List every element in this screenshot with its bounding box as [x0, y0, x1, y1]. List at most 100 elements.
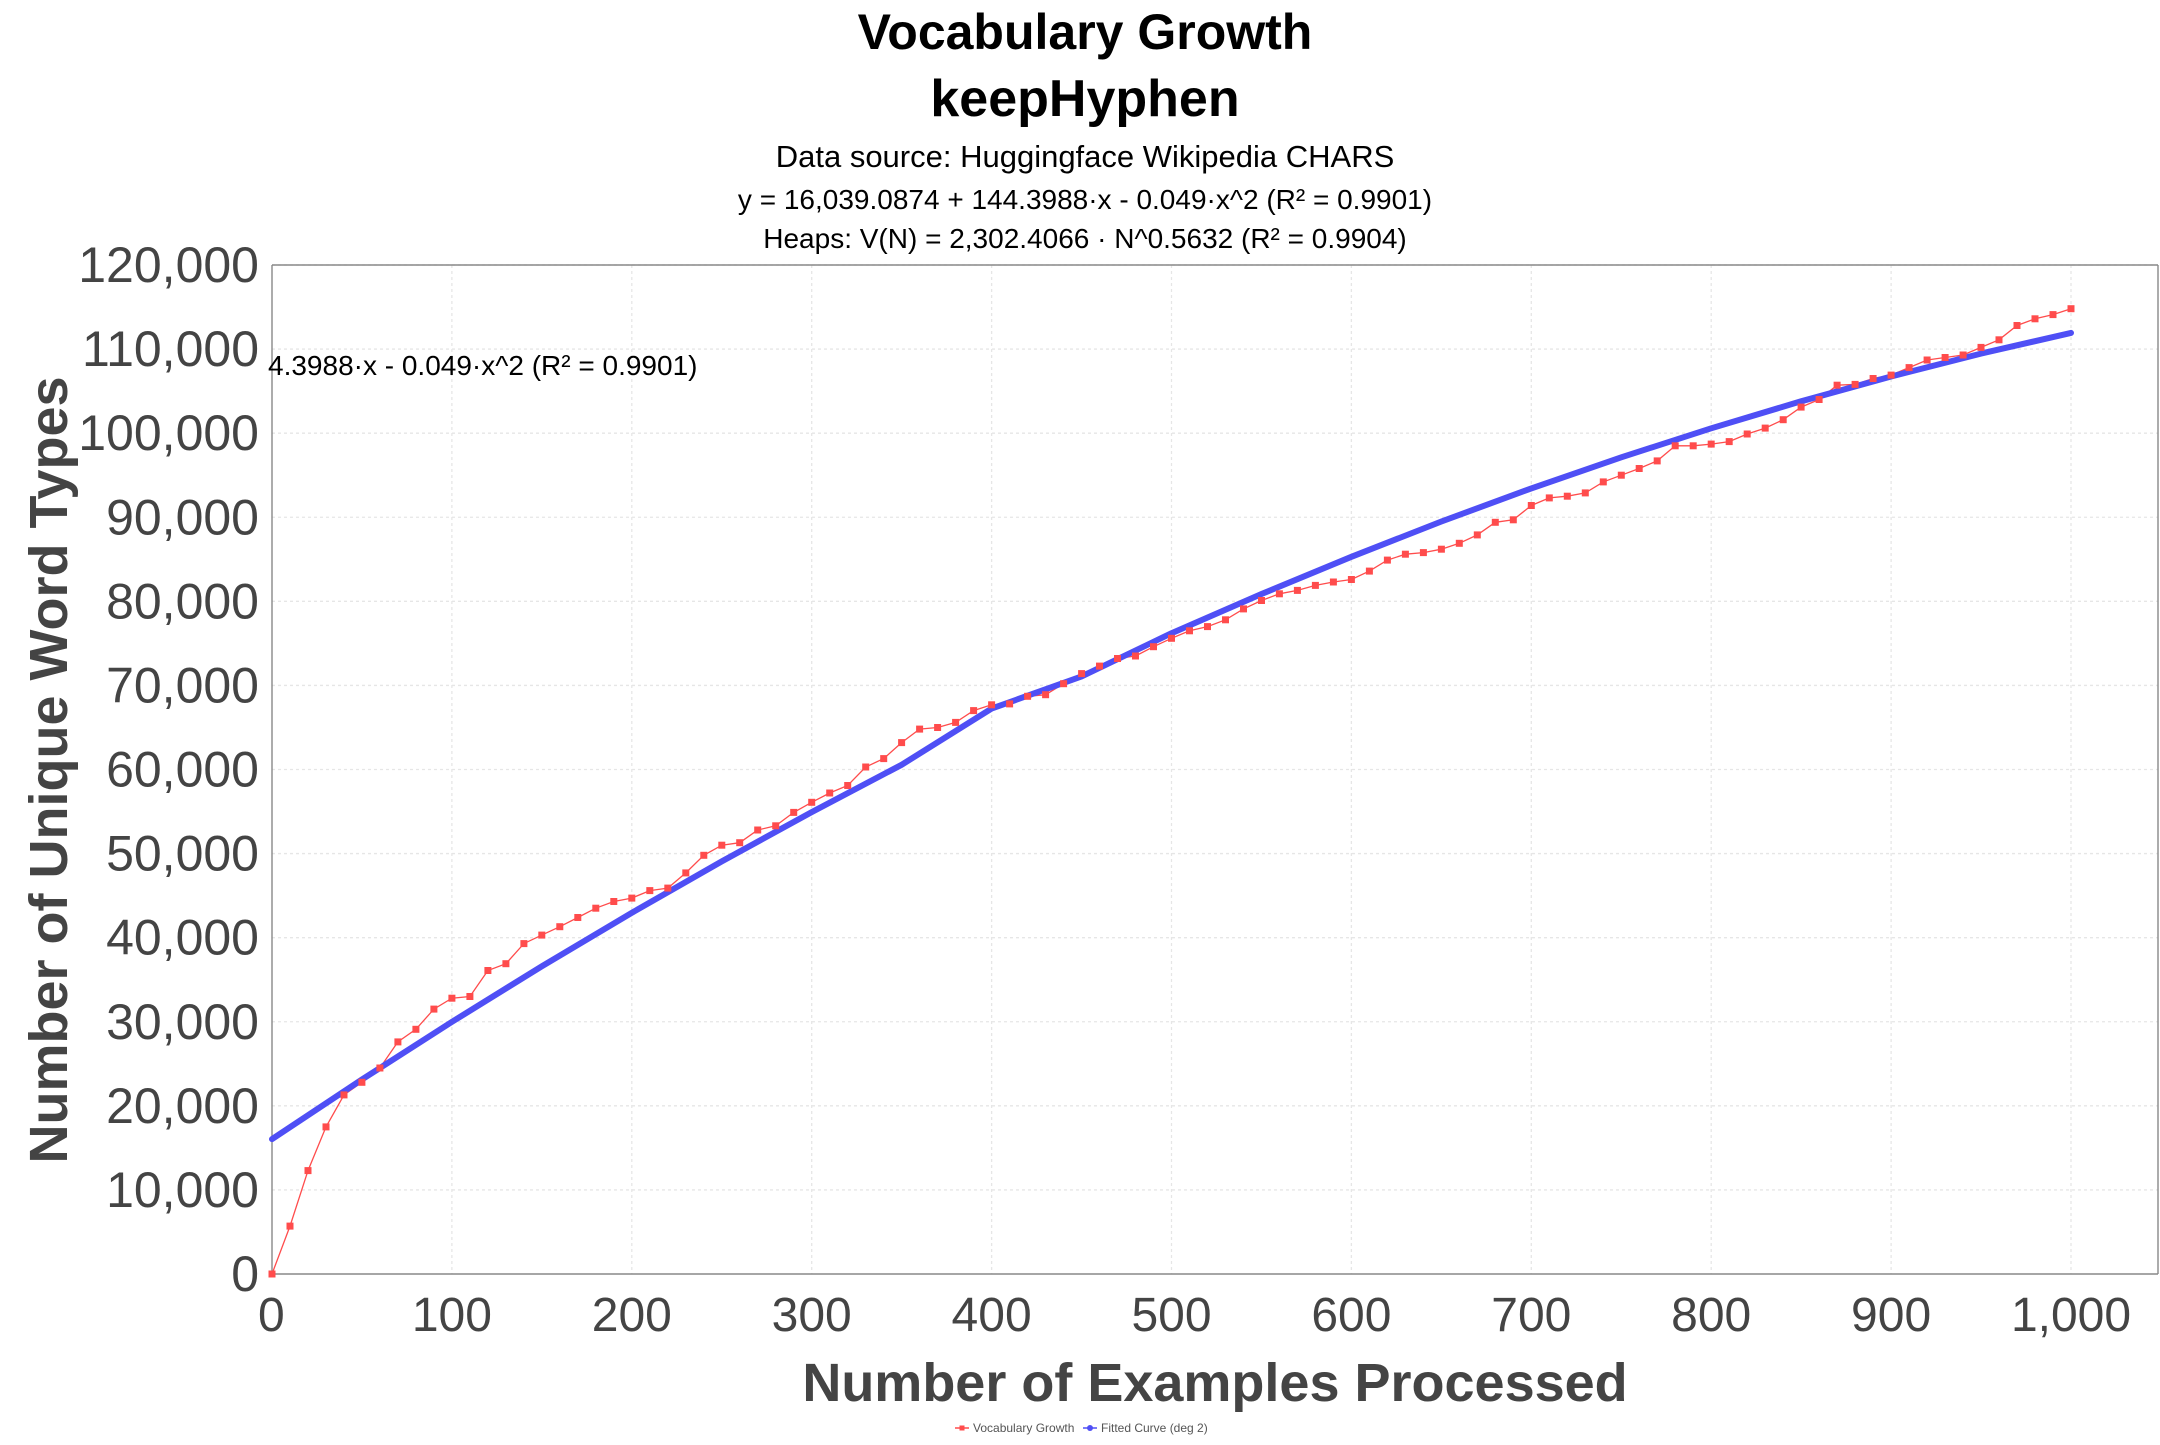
data-point-vocabulary-growth: [1599, 478, 1607, 486]
data-point-vocabulary-growth: [1563, 492, 1571, 500]
data-point-vocabulary-growth: [1707, 440, 1715, 448]
data-point-vocabulary-growth: [556, 923, 564, 931]
data-point-vocabulary-growth: [574, 914, 582, 921]
data-point-vocabulary-growth: [628, 894, 636, 902]
data-point-vocabulary-growth: [772, 822, 780, 830]
y-axis-label: Number of Unique Word Types: [19, 376, 79, 1163]
data-point-vocabulary-growth: [1653, 457, 1661, 465]
legend: Vocabulary Growth Fitted Curve (deg 2): [955, 1421, 1208, 1435]
data-point-vocabulary-growth: [1869, 375, 1877, 382]
x-tick-label: 1,000: [2011, 1289, 2131, 1342]
data-point-vocabulary-growth: [934, 724, 942, 731]
data-point-vocabulary-growth: [1437, 545, 1445, 553]
data-point-vocabulary-growth: [736, 839, 744, 847]
data-point-vocabulary-growth: [1275, 590, 1283, 598]
data-point-vocabulary-growth: [682, 869, 690, 877]
data-point-vocabulary-growth: [1024, 692, 1032, 700]
x-tick-label: 800: [1671, 1289, 1751, 1342]
data-point-vocabulary-growth: [484, 967, 492, 974]
y-tick-label: 50,000: [106, 826, 259, 882]
data-point-vocabulary-growth: [1329, 578, 1337, 586]
data-point-vocabulary-growth: [466, 993, 474, 1000]
data-point-vocabulary-growth: [1347, 576, 1355, 583]
data-point-vocabulary-growth: [1473, 531, 1481, 539]
data-point-vocabulary-growth: [1186, 627, 1193, 635]
data-point-vocabulary-growth: [286, 1222, 294, 1230]
data-point-vocabulary-growth: [610, 898, 618, 905]
data-point-vocabulary-growth: [1581, 489, 1589, 497]
data-point-vocabulary-growth: [1995, 336, 2003, 344]
data-point-vocabulary-growth: [898, 739, 906, 747]
data-point-vocabulary-growth: [1923, 356, 1931, 364]
data-point-vocabulary-growth: [1941, 354, 1949, 361]
data-point-vocabulary-growth: [916, 725, 924, 733]
data-point-vocabulary-growth: [1240, 605, 1247, 613]
x-tick-label: 200: [592, 1289, 672, 1342]
data-point-vocabulary-growth: [1419, 549, 1427, 557]
data-point-vocabulary-growth: [394, 1038, 402, 1046]
data-point-vocabulary-growth: [1833, 381, 1841, 389]
x-tick-label: 700: [1491, 1289, 1571, 1342]
data-point-vocabulary-growth: [1078, 670, 1086, 678]
chart-subtitle-polynomial-fit: y = 16,039.0874 + 144.3988·x - 0.049·x^2…: [738, 184, 1432, 215]
y-tick-label: 80,000: [106, 573, 259, 629]
data-point-vocabulary-growth: [268, 1270, 276, 1278]
data-point-vocabulary-growth: [1383, 556, 1391, 564]
data-point-vocabulary-growth: [322, 1123, 330, 1131]
x-tick-label: 0: [258, 1289, 285, 1342]
chart-subtitle-heaps-fit: Heaps: V(N) = 2,302.4066 · N^0.5632 (R² …: [763, 223, 1407, 254]
data-point-vocabulary-growth: [340, 1091, 348, 1099]
fit-annotation: 4.3988·x - 0.049·x^2 (R² = 0.9901): [268, 350, 697, 381]
data-point-vocabulary-growth: [1060, 680, 1068, 688]
data-point-vocabulary-growth: [952, 718, 960, 726]
data-point-vocabulary-growth: [1527, 502, 1535, 509]
data-point-vocabulary-growth: [988, 701, 996, 709]
y-tick-label: 30,000: [106, 994, 259, 1050]
data-point-vocabulary-growth: [1509, 516, 1517, 524]
data-point-vocabulary-growth: [592, 904, 600, 912]
data-point-vocabulary-growth: [880, 755, 888, 763]
data-point-vocabulary-growth: [2031, 315, 2039, 323]
data-point-vocabulary-growth: [412, 1025, 420, 1033]
data-point-vocabulary-growth: [304, 1167, 312, 1175]
legend-marker-vocabulary-growth: [959, 1425, 965, 1431]
y-tick-label: 40,000: [106, 910, 259, 966]
y-tick-label: 10,000: [106, 1162, 259, 1218]
data-point-vocabulary-growth: [1365, 567, 1373, 575]
y-tick-label: 70,000: [106, 657, 259, 713]
data-point-vocabulary-growth: [1617, 471, 1625, 479]
data-point-vocabulary-growth: [1204, 623, 1211, 631]
y-tick-label: 0: [231, 1246, 259, 1302]
data-point-vocabulary-growth: [520, 940, 528, 948]
data-point-vocabulary-growth: [1150, 643, 1157, 651]
data-point-vocabulary-growth: [1779, 416, 1787, 424]
data-point-vocabulary-growth: [1114, 655, 1121, 662]
chart-subtitle-keephyphen: keepHyphen: [930, 70, 1239, 128]
data-point-vocabulary-growth: [970, 707, 978, 715]
data-point-vocabulary-growth: [1258, 597, 1265, 604]
data-point-vocabulary-growth: [1761, 424, 1769, 432]
data-point-vocabulary-growth: [1132, 652, 1139, 660]
data-point-vocabulary-growth: [1042, 691, 1050, 699]
x-tick-label: 600: [1311, 1289, 1391, 1342]
x-axis-label: Number of Examples Processed: [802, 1353, 1627, 1413]
data-point-vocabulary-growth: [790, 808, 798, 816]
y-tick-label: 60,000: [106, 742, 259, 798]
data-point-vocabulary-growth: [1671, 442, 1679, 450]
data-point-vocabulary-growth: [1168, 634, 1175, 642]
legend-label-fitted-curve: Fitted Curve (deg 2): [1101, 1421, 1208, 1435]
data-point-vocabulary-growth: [826, 789, 834, 797]
data-point-vocabulary-growth: [1977, 343, 1985, 351]
x-tick-label: 400: [952, 1289, 1032, 1342]
data-point-vocabulary-growth: [2067, 305, 2075, 313]
data-point-vocabulary-growth: [1851, 380, 1859, 388]
data-point-vocabulary-growth: [1635, 465, 1643, 472]
data-point-vocabulary-growth: [664, 884, 672, 892]
chart-subtitle-data-source: Data source: Huggingface Wikipedia CHARS: [776, 139, 1395, 174]
data-point-vocabulary-growth: [1006, 700, 1014, 708]
data-point-vocabulary-growth: [376, 1064, 384, 1072]
y-tick-label: 110,000: [82, 321, 259, 377]
data-point-vocabulary-growth: [430, 1005, 438, 1013]
x-tick-label: 300: [772, 1289, 852, 1342]
